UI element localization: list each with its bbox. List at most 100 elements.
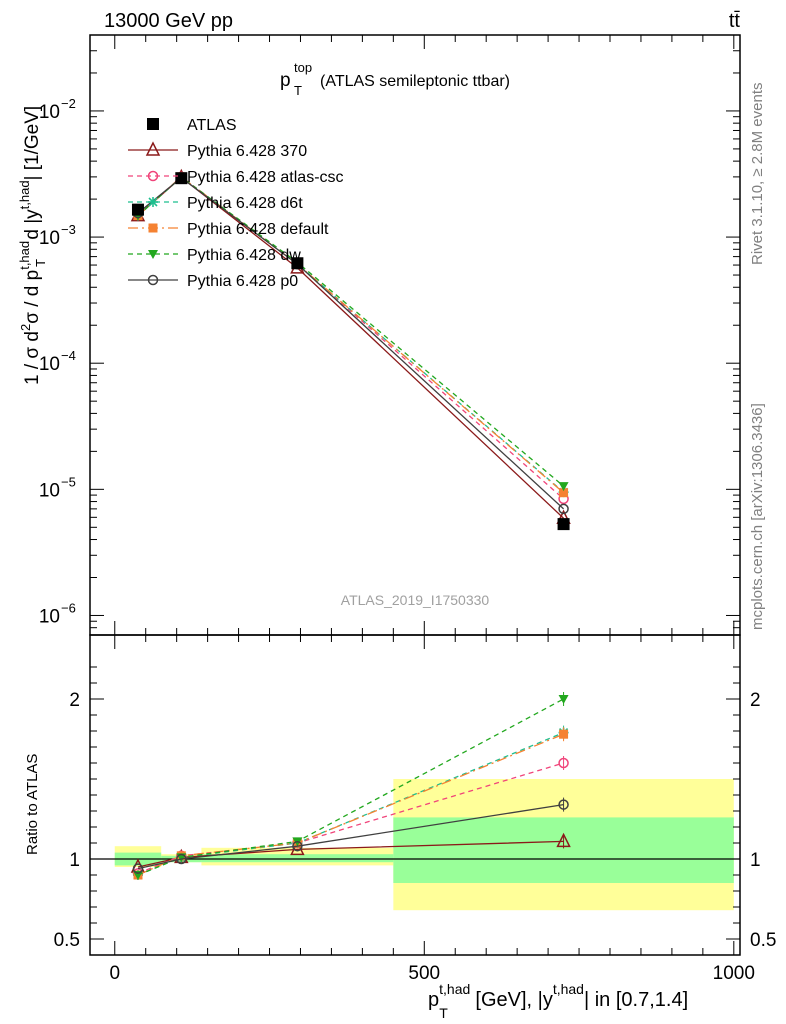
- svg-text:p: p: [280, 70, 291, 91]
- point-pythia-6-428-default: [559, 488, 569, 498]
- point-pythia-6-428-dw: [558, 482, 569, 492]
- main-y-tick-label: 10: [39, 102, 60, 123]
- mcplots-label: mcplots.cern.ch [arXiv:1306.3436]: [749, 403, 766, 630]
- main-y-tick-exponent: −2: [61, 96, 76, 111]
- ratio-point-pythia-6-428-370: [290, 840, 305, 856]
- x-title-p: p: [428, 989, 439, 1011]
- x-axis-title: pt,had T [GeV], |yt,had| in [0.7,1.4]: [428, 981, 688, 1021]
- series-line-pythia-6-428-p0: [137, 176, 565, 510]
- ratio-y-tick-label-right: 0.5: [750, 930, 776, 951]
- ratio-y-tick-label-left: 1: [69, 850, 80, 871]
- y-title-part3: d |y: [22, 209, 43, 245]
- legend-label-pythia-6-428-atlas-csc: Pythia 6.428 atlas-csc: [187, 169, 344, 186]
- band-inner-3: [393, 817, 734, 883]
- rivet-label: Rivet 3.1.10, ≥ 2.8M events: [749, 83, 766, 266]
- legend-label-pythia-6-428-default: Pythia 6.428 default: [187, 221, 329, 238]
- y-title-sup-thad: t,had: [17, 241, 32, 270]
- legend-label-pythia-6-428-p0: Pythia 6.428 p0: [187, 273, 298, 290]
- ratio-series: [130, 692, 571, 880]
- main-y-tick-label: 10: [39, 606, 60, 627]
- x-title-sub: T: [439, 1005, 448, 1021]
- legend-label-pythia-6-428-370: Pythia 6.428 370: [187, 143, 307, 160]
- main-y-tick-exponent: −6: [61, 600, 76, 615]
- svg-text:pt,hadT [GeV], |yt,had| in [0.: pt,had T [GeV], |yt,had| in [0.7,1.4]: [428, 981, 688, 1021]
- ratio-point-pythia-6-428-p0: [132, 863, 144, 874]
- y-title-sub-T: T: [33, 259, 48, 267]
- ratio-y-tick-label-left: 0.5: [54, 930, 80, 951]
- y-title-part1: 1 / σ d: [22, 331, 43, 385]
- ratio-point-pythia-6-428-370: [556, 832, 571, 848]
- ratio-point-pythia-6-428-atlas-csc: [558, 757, 569, 769]
- ratio-point-pythia-6-428-default: [559, 729, 569, 739]
- point-atlas: [557, 518, 570, 531]
- energy-label: 13000 GeV pp: [104, 10, 233, 32]
- x-tick-label: 500: [408, 963, 440, 984]
- main-series: [130, 168, 571, 531]
- x-title-rest2: | in [0.7,1.4]: [584, 989, 688, 1011]
- point-atlas: [131, 203, 144, 216]
- ratio-point-pythia-6-428-dw: [558, 695, 569, 704]
- legend-item-pythia-6-428-p0: Pythia 6.428 p0: [128, 273, 298, 290]
- legend-item-atlas: ATLAS: [147, 117, 237, 134]
- legend-item-pythia-6-428-d6t: Pythia 6.428 d6t: [128, 195, 303, 212]
- plot-title: p top T (ATLAS semileptonic ttbar): [280, 60, 510, 98]
- legend-marker-pythia-6-428-atlas-csc: [147, 170, 159, 182]
- title-p: p: [280, 70, 291, 91]
- ratio-point-pythia-6-428-p0: [558, 799, 569, 810]
- legend-label-pythia-6-428-d6t: Pythia 6.428 d6t: [187, 195, 303, 212]
- ratio-y-tick-label-right: 2: [750, 690, 761, 711]
- legend-label-pythia-6-428-dw: Pythia 6.428 dw: [187, 247, 301, 264]
- legend-marker-pythia-6-428-dw: [148, 250, 158, 259]
- title-sup: top: [294, 60, 312, 75]
- ratio-uncertainty-bands: [114, 779, 734, 911]
- ratio-line-pythia-6-428-370: [137, 840, 564, 868]
- ratio-line-pythia-6-428-p0: [137, 803, 564, 870]
- x-title-sup: t,had: [439, 981, 470, 997]
- main-y-tick-label: 10: [39, 480, 60, 501]
- y-title-sup2: 2: [18, 324, 33, 331]
- y-title-sup-thad2: t,had: [17, 180, 32, 209]
- title-sub: T: [294, 83, 302, 98]
- legend-marker-pythia-6-428-p0: [147, 274, 159, 286]
- svg-text:1 / σ d2σ / d pt,hadT d |yt,ha: 1 / σ d2σ / d pt,hadT d |yt,had| [1/GeV]: [17, 106, 48, 385]
- legend-marker-pythia-6-428-default: [148, 223, 158, 233]
- legend-marker-atlas: [147, 118, 159, 130]
- point-pythia-6-428-p0: [558, 503, 569, 515]
- main-y-tick-label: 10: [39, 228, 60, 249]
- ratio-line-pythia-6-428-default: [137, 733, 564, 876]
- legend-item-pythia-6-428-default: Pythia 6.428 default: [128, 221, 329, 238]
- legend-item-pythia-6-428-370: Pythia 6.428 370: [128, 141, 307, 160]
- x-title-sup2: t,had: [553, 981, 584, 997]
- series-atlas: [131, 172, 570, 531]
- legend-item-pythia-6-428-atlas-csc: Pythia 6.428 atlas-csc: [128, 169, 344, 186]
- ratio-point-pythia-6-428-dw: [132, 871, 143, 880]
- point-atlas: [175, 172, 188, 185]
- y-title-part2: σ / d p: [22, 270, 43, 324]
- series-line-pythia-6-428-dw: [137, 176, 564, 487]
- main-y-tick-exponent: −3: [61, 222, 76, 237]
- legend: ATLAS Pythia 6.428 370 Pythia 6.428 atlas-…: [128, 117, 344, 290]
- x-tick-label: 0: [109, 963, 120, 984]
- ratio-point-pythia-6-428-p0: [292, 840, 303, 852]
- legend-marker-pythia-6-428-370: [145, 141, 161, 156]
- band-inner-2: [201, 854, 394, 863]
- ratio-point-pythia-6-428-p0: [176, 853, 187, 865]
- main-y-axis-title: 1 / σ d2σ / d pt,hadT d |yt,had| [1/GeV]: [17, 106, 48, 385]
- legend-marker-pythia-6-428-d6t: [148, 197, 158, 207]
- ratio-y-tick-label-right: 1: [750, 850, 761, 871]
- point-atlas: [291, 257, 304, 270]
- ratio-y-axis-title: Ratio to ATLAS: [24, 754, 41, 855]
- x-tick-label: 1000: [713, 963, 755, 984]
- ratio-y-tick-label-left: 2: [69, 690, 80, 711]
- x-title-rest1: [GeV], |y: [470, 989, 553, 1011]
- legend-item-pythia-6-428-dw: Pythia 6.428 dw: [128, 247, 301, 264]
- main-y-tick-exponent: −4: [61, 348, 76, 363]
- y-title-part4: | [1/GeV]: [22, 106, 43, 181]
- process-label: tt̄: [729, 10, 741, 32]
- ratio-pythia-6-428-p0: [132, 797, 569, 874]
- main-y-tick-exponent: −5: [61, 474, 76, 489]
- title-rest: (ATLAS semileptonic ttbar): [320, 73, 510, 90]
- analysis-watermark: ATLAS_2019_I1750330: [341, 592, 490, 608]
